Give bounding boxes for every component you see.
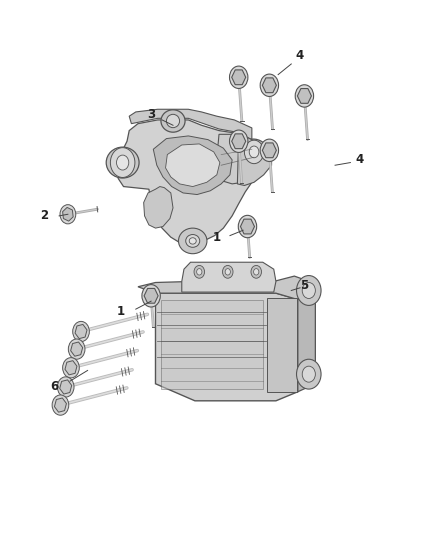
Text: 6: 6	[51, 380, 59, 393]
Polygon shape	[60, 380, 72, 394]
Polygon shape	[138, 276, 315, 300]
Ellipse shape	[161, 110, 185, 132]
Text: 1: 1	[213, 231, 221, 244]
Polygon shape	[63, 207, 73, 221]
Ellipse shape	[166, 114, 180, 128]
Polygon shape	[232, 70, 246, 85]
Text: 2: 2	[40, 209, 48, 222]
Circle shape	[68, 339, 85, 359]
Circle shape	[110, 148, 135, 177]
Circle shape	[244, 140, 264, 164]
Circle shape	[251, 265, 261, 278]
Polygon shape	[54, 398, 67, 412]
Circle shape	[254, 269, 259, 275]
Circle shape	[260, 139, 279, 161]
Ellipse shape	[178, 228, 207, 254]
Circle shape	[73, 321, 89, 342]
Circle shape	[295, 85, 314, 107]
Polygon shape	[298, 290, 315, 392]
Circle shape	[197, 269, 202, 275]
Circle shape	[225, 269, 230, 275]
Polygon shape	[215, 134, 263, 184]
Circle shape	[249, 146, 259, 158]
Polygon shape	[144, 187, 173, 228]
Circle shape	[223, 265, 233, 278]
Circle shape	[194, 265, 205, 278]
Circle shape	[260, 74, 279, 96]
Polygon shape	[161, 300, 263, 389]
Polygon shape	[237, 133, 272, 185]
Polygon shape	[182, 262, 276, 292]
Polygon shape	[116, 120, 263, 244]
Polygon shape	[232, 134, 246, 149]
Circle shape	[297, 276, 321, 305]
Polygon shape	[129, 109, 252, 140]
Polygon shape	[166, 144, 220, 187]
Circle shape	[52, 395, 69, 415]
Text: 3: 3	[147, 108, 155, 121]
Text: 5: 5	[300, 279, 308, 292]
Text: 4: 4	[296, 50, 304, 62]
Ellipse shape	[189, 238, 196, 244]
Polygon shape	[144, 288, 158, 303]
Ellipse shape	[186, 235, 200, 247]
Ellipse shape	[106, 147, 139, 178]
Polygon shape	[297, 88, 311, 103]
Polygon shape	[240, 219, 254, 234]
Circle shape	[230, 130, 248, 152]
Polygon shape	[153, 136, 232, 195]
Circle shape	[230, 66, 248, 88]
Circle shape	[60, 205, 76, 224]
Circle shape	[238, 215, 257, 238]
Circle shape	[302, 282, 315, 298]
Polygon shape	[71, 342, 83, 356]
Ellipse shape	[240, 139, 268, 165]
Polygon shape	[155, 293, 298, 401]
Circle shape	[302, 366, 315, 382]
Circle shape	[63, 358, 79, 378]
Circle shape	[57, 377, 74, 397]
Polygon shape	[75, 325, 87, 338]
Circle shape	[142, 285, 160, 307]
Polygon shape	[262, 78, 276, 93]
Text: 1: 1	[117, 305, 124, 318]
Polygon shape	[65, 361, 77, 375]
Circle shape	[117, 155, 129, 170]
Text: 4: 4	[355, 154, 363, 166]
Polygon shape	[267, 298, 297, 392]
Polygon shape	[262, 143, 276, 158]
Circle shape	[297, 359, 321, 389]
